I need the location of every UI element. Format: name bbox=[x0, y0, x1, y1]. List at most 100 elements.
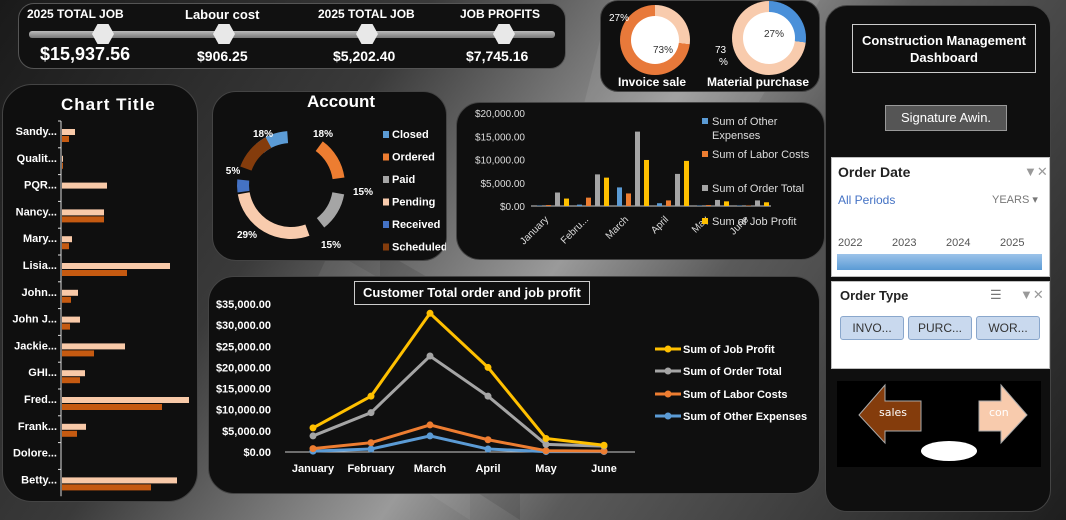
bar bbox=[715, 199, 720, 206]
monthly-bar-chart: $20,000.00 $15,000.00 $10,000.00 $5,000.00 $… bbox=[475, 109, 810, 247]
kpi-value-labour-cost: $906.25 bbox=[197, 48, 248, 64]
data-point bbox=[484, 445, 492, 453]
bar bbox=[62, 296, 71, 303]
customer-line-chart: $35,000.00 $30,000.00 $25,000.00 $20,000.00… bbox=[216, 299, 807, 475]
year-2025[interactable]: 2025 bbox=[1000, 237, 1025, 249]
y-tick-label: $5,000.00 bbox=[481, 179, 526, 190]
category-label: Mary... bbox=[23, 233, 57, 245]
bar bbox=[62, 155, 63, 162]
multi-select-icon[interactable]: ☰ bbox=[990, 287, 1002, 302]
chip-purchase[interactable]: PURC... bbox=[908, 316, 972, 340]
kpi-label-total-job: 2025 TOTAL JOB bbox=[27, 7, 124, 21]
x-tick-label: January bbox=[518, 214, 551, 247]
donut-value-label: 15% bbox=[321, 240, 341, 251]
donut-value-label: 29% bbox=[237, 230, 257, 241]
legend-swatch bbox=[383, 131, 389, 138]
legend-marker bbox=[664, 390, 672, 398]
x-tick-label: April bbox=[649, 214, 671, 236]
bar bbox=[62, 136, 69, 142]
material-purchase-label: Material purchase bbox=[707, 75, 810, 89]
order-type-slicer: Order Type ☰ ▼✕ INVO... PURC... WOR... bbox=[831, 281, 1050, 369]
y-tick-label: $15,000.00 bbox=[216, 384, 271, 396]
kpi-marker-4 bbox=[493, 24, 515, 44]
bar bbox=[604, 177, 609, 206]
bar bbox=[62, 263, 170, 269]
category-label: PQR... bbox=[24, 180, 57, 192]
monthly-bar-chart-panel: $20,000.00 $15,000.00 $10,000.00 $5,000.00 $… bbox=[456, 102, 825, 260]
data-point bbox=[484, 392, 492, 400]
chart-title: Chart Title bbox=[61, 95, 156, 114]
bar bbox=[684, 160, 689, 206]
rings-panel: 27% 73% Invoice sale 73 % 27% Material p… bbox=[600, 0, 820, 92]
bar bbox=[62, 236, 72, 243]
bar bbox=[764, 202, 769, 206]
kpi-track bbox=[29, 31, 555, 38]
y-tick-label: $10,000.00 bbox=[475, 156, 525, 167]
x-tick-label: Febru... bbox=[559, 214, 591, 246]
bar bbox=[755, 200, 760, 206]
bar bbox=[62, 343, 125, 350]
invoice-pct-outside: 27% bbox=[609, 13, 630, 24]
kpi-panel: 2025 TOTAL JOB Labour cost 2025 TOTAL JO… bbox=[18, 3, 566, 69]
con-button[interactable]: con bbox=[989, 406, 1009, 419]
legend-marker bbox=[664, 367, 672, 375]
year-2023[interactable]: 2023 bbox=[892, 237, 917, 249]
data-point bbox=[426, 432, 434, 440]
legend-swatch bbox=[383, 176, 389, 183]
series-line bbox=[312, 311, 605, 447]
data-point bbox=[484, 363, 492, 371]
bar bbox=[62, 404, 162, 410]
legend-label: Sum of Labor Costs bbox=[712, 149, 810, 161]
bar bbox=[62, 377, 80, 384]
legend-label: Expenses bbox=[712, 130, 761, 142]
legend-swatch bbox=[383, 243, 389, 251]
bar bbox=[724, 201, 729, 206]
x-tick-label: March bbox=[604, 214, 631, 241]
legend-swatch bbox=[702, 218, 708, 224]
donut-value-label: 18% bbox=[313, 129, 333, 140]
timeline-bar[interactable] bbox=[837, 254, 1042, 270]
data-point bbox=[309, 445, 317, 453]
legend-label: Pending bbox=[392, 197, 435, 209]
invoice-sale-ring bbox=[620, 5, 690, 75]
data-point bbox=[367, 392, 375, 400]
kpi-label-job-profits: JOB PROFITS bbox=[460, 7, 541, 21]
y-tick-label: $20,000.00 bbox=[475, 109, 525, 120]
material-pct-inside: 27% bbox=[764, 29, 785, 40]
clear-filter-icon[interactable]: ▼✕ bbox=[1020, 287, 1044, 302]
years-dropdown[interactable]: YEARS ▾ bbox=[992, 193, 1038, 206]
x-tick-label: February bbox=[347, 463, 395, 475]
category-label: Betty... bbox=[21, 474, 57, 486]
kpi-label-labour-cost: Labour cost bbox=[185, 7, 260, 22]
category-label: Nancy... bbox=[16, 206, 57, 218]
bar bbox=[666, 200, 671, 206]
dashboard-title-box: Construction Management Dashboard bbox=[852, 24, 1036, 73]
legend-label: Scheduled bbox=[392, 242, 446, 254]
data-point bbox=[542, 440, 550, 448]
y-tick-label: $5,000.00 bbox=[222, 426, 271, 438]
legend-swatch bbox=[383, 221, 389, 228]
legend-label: Sum of Job Profit bbox=[683, 344, 775, 356]
legend-label: Sum of Job Profit bbox=[712, 216, 796, 228]
bar bbox=[577, 204, 582, 206]
chip-invoice[interactable]: INVO... bbox=[840, 316, 904, 340]
year-2024[interactable]: 2024 bbox=[946, 237, 971, 249]
legend-swatch bbox=[702, 185, 708, 191]
year-2022[interactable]: 2022 bbox=[838, 237, 863, 249]
bar bbox=[644, 159, 649, 206]
donut-slice-scheduled bbox=[240, 137, 272, 171]
category-label: John... bbox=[22, 287, 57, 299]
data-point bbox=[542, 434, 550, 442]
legend-label: Sum of Order Total bbox=[712, 183, 804, 195]
bar bbox=[62, 430, 77, 437]
data-point bbox=[309, 424, 317, 432]
account-donut-chart: 18% 15% 15% 29% 5% 18% Closed Ordered Paid Pendin… bbox=[226, 129, 446, 254]
sales-button[interactable]: sales bbox=[879, 406, 908, 419]
kpi-value-job-profits: $7,745.16 bbox=[466, 48, 529, 64]
clear-filter-icon[interactable]: ▼✕ bbox=[1024, 164, 1048, 179]
data-point bbox=[542, 447, 550, 455]
chip-work-order[interactable]: WOR... bbox=[976, 316, 1040, 340]
x-tick-label: May bbox=[535, 463, 557, 475]
category-label: John J... bbox=[12, 314, 57, 326]
line-chart-title: Customer Total order and job profit bbox=[354, 281, 590, 305]
